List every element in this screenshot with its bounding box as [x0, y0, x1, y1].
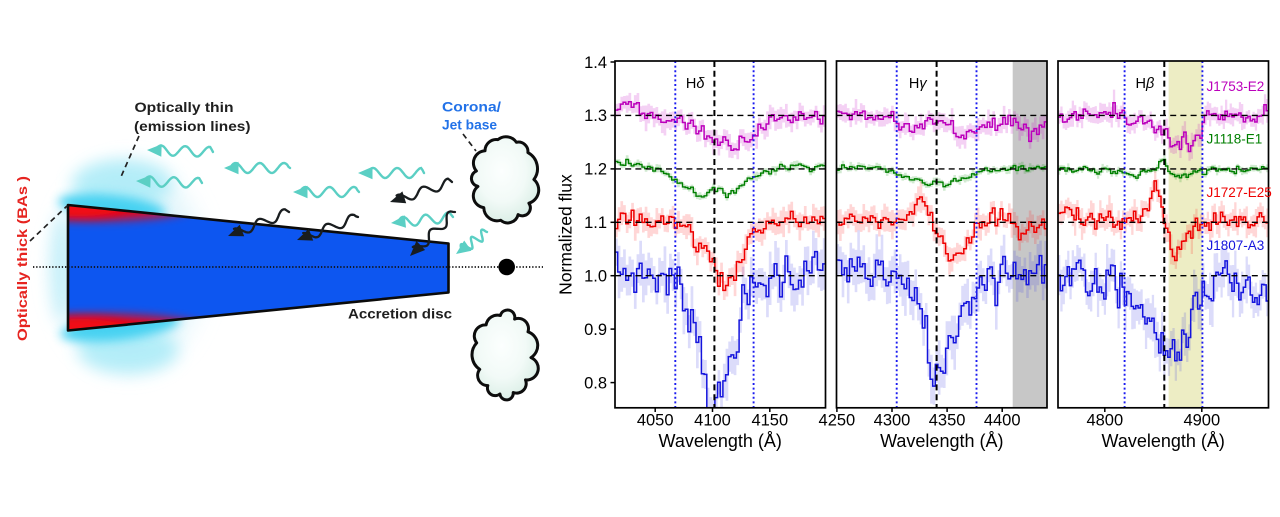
svg-text:J1118-E1: J1118-E1	[1207, 132, 1263, 147]
svg-text:(emission lines): (emission lines)	[134, 118, 251, 134]
svg-text:Wavelength (Å): Wavelength (Å)	[1102, 431, 1225, 451]
svg-text:4300: 4300	[874, 412, 911, 430]
svg-text:Corona/: Corona/	[442, 98, 501, 114]
svg-text:Jet base: Jet base	[442, 117, 497, 133]
svg-text:Hγ: Hγ	[909, 76, 927, 92]
svg-text:0.8: 0.8	[584, 374, 607, 392]
svg-text:Accretion disc: Accretion disc	[348, 306, 452, 322]
svg-text:1.2: 1.2	[584, 161, 607, 179]
svg-text:Hδ: Hδ	[686, 76, 705, 92]
svg-text:4050: 4050	[637, 412, 674, 430]
svg-text:4250: 4250	[819, 412, 856, 430]
svg-text:Optically thick (BAs ): Optically thick (BAs )	[14, 176, 30, 341]
svg-text:Hβ: Hβ	[1136, 76, 1155, 92]
svg-text:4800: 4800	[1086, 412, 1123, 430]
svg-text:J1727-E25: J1727-E25	[1207, 185, 1272, 200]
svg-text:4150: 4150	[751, 412, 788, 430]
svg-text:Normalized flux: Normalized flux	[556, 174, 576, 295]
svg-text:0.9: 0.9	[584, 321, 607, 339]
svg-text:1.4: 1.4	[584, 54, 607, 72]
svg-text:J1807-A3: J1807-A3	[1207, 238, 1265, 253]
svg-text:4350: 4350	[929, 412, 966, 430]
svg-text:Optically thin: Optically thin	[135, 99, 234, 115]
svg-text:4100: 4100	[694, 412, 731, 430]
svg-text:1.1: 1.1	[584, 214, 607, 232]
svg-text:Wavelength (Å): Wavelength (Å)	[659, 431, 782, 451]
svg-text:J1753-E2: J1753-E2	[1207, 79, 1265, 94]
svg-text:1.3: 1.3	[584, 107, 607, 125]
svg-text:1.0: 1.0	[584, 268, 607, 286]
svg-text:4400: 4400	[984, 412, 1021, 430]
svg-text:4900: 4900	[1183, 412, 1220, 430]
svg-text:Wavelength (Å): Wavelength (Å)	[880, 431, 1003, 451]
